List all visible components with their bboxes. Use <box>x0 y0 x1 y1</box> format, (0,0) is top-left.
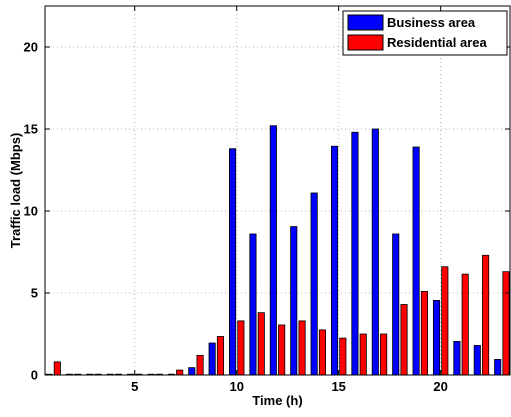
bar-residential-area-21 <box>461 273 469 376</box>
bar-business-area-15 <box>330 145 339 376</box>
y-tick-label-20: 20 <box>24 40 38 55</box>
x-tick-label-10: 10 <box>229 379 243 394</box>
bar-residential-area-19 <box>420 290 428 376</box>
plot-frame <box>44 5 511 376</box>
bar-residential-area-18 <box>400 304 408 376</box>
y-tick-label-5: 5 <box>31 286 38 301</box>
bar-business-area-22 <box>473 345 481 376</box>
bar-residential-area-11 <box>257 312 265 376</box>
legend-swatch-business-area <box>347 14 384 31</box>
legend-swatch-residential-area <box>347 34 384 51</box>
bar-residential-area-15 <box>339 337 347 376</box>
bar-residential-area-9 <box>216 336 225 376</box>
bar-business-area-21 <box>453 340 461 376</box>
ticks-layer: 5 10 15 20 0 5 10 15 20 <box>24 6 510 394</box>
bar-business-area-18 <box>392 233 400 376</box>
y-tick-label-0: 0 <box>31 368 38 383</box>
bar-business-area-9 <box>208 342 216 376</box>
bar-residential-area-10 <box>237 320 245 376</box>
bar-business-area-23 <box>494 359 502 376</box>
bar-residential-area-23 <box>502 271 510 376</box>
y-axis-label: Traffic load (Mbps) <box>8 133 23 249</box>
bar-business-area-10 <box>229 148 237 376</box>
bar-business-area-14 <box>310 192 318 376</box>
y-tick-label-15: 15 <box>24 122 38 137</box>
bar-business-area-19 <box>412 146 420 376</box>
bar-business-area-16 <box>351 131 359 376</box>
bar-residential-area-8 <box>196 354 204 376</box>
bar-residential-area-14 <box>318 329 326 376</box>
y-tick-label-10: 10 <box>24 204 38 219</box>
bar-residential-area-22 <box>482 254 490 376</box>
bar-residential-area-12 <box>278 324 286 376</box>
bar-business-area-8 <box>188 367 196 376</box>
bar-business-area-11 <box>249 233 257 376</box>
bar-residential-area-13 <box>298 320 306 376</box>
legend-label-business-area: Business area <box>387 15 476 30</box>
bar-business-area-13 <box>290 226 298 376</box>
bar-business-area-17 <box>371 128 379 376</box>
legend-label-residential-area: Residential area <box>387 35 487 50</box>
bar-residential-area-7 <box>176 369 184 376</box>
x-tick-label-5: 5 <box>131 379 138 394</box>
x-axis-label: Time (h) <box>252 393 302 408</box>
legend: Business area Residential area <box>342 10 508 56</box>
bar-residential-area-17 <box>380 333 388 376</box>
bar-residential-area-20 <box>441 266 449 376</box>
x-tick-label-20: 20 <box>433 379 447 394</box>
bar-residential-area-16 <box>359 333 367 376</box>
bar-business-area-20 <box>432 299 441 376</box>
bars-layer <box>45 125 510 376</box>
grid-layer <box>45 6 510 375</box>
bar-residential-area-1 <box>53 361 61 376</box>
bar-business-area-12 <box>269 125 277 376</box>
x-tick-label-15: 15 <box>331 379 345 394</box>
